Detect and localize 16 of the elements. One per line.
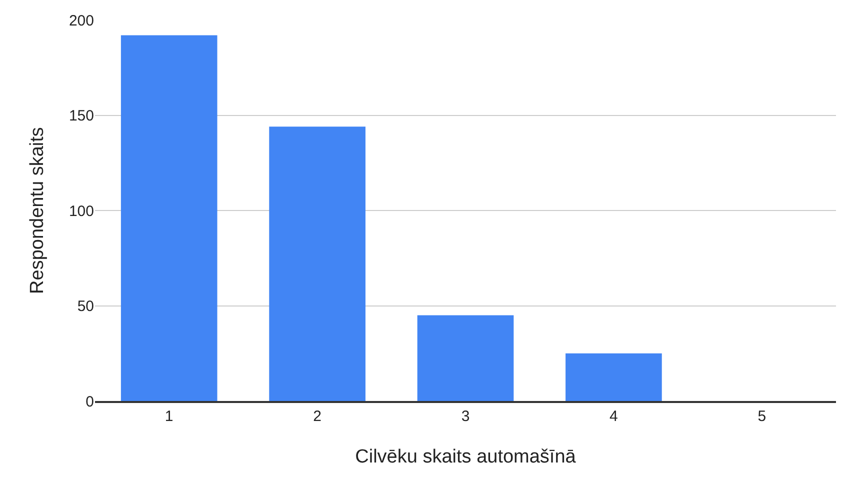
x-tick-label: 4 bbox=[610, 408, 618, 425]
y-tick-label: 200 bbox=[68, 12, 94, 30]
bar bbox=[417, 315, 514, 401]
x-axis-title: Cilvēku skaits automašīnā bbox=[355, 446, 576, 468]
x-tick-label: 2 bbox=[313, 408, 322, 425]
x-tick-label: 5 bbox=[758, 408, 766, 425]
x-tick-label: 1 bbox=[164, 408, 174, 425]
y-tick-label: 0 bbox=[86, 393, 94, 410]
y-tick-label: 150 bbox=[68, 108, 94, 124]
bar bbox=[269, 126, 366, 401]
bar bbox=[120, 35, 218, 401]
y-axis-title: Respondentu skaits bbox=[26, 127, 48, 294]
y-tick-label: 50 bbox=[77, 298, 94, 315]
bar bbox=[566, 353, 662, 401]
y-tick-label: 100 bbox=[68, 202, 94, 220]
x-tick-label: 3 bbox=[461, 408, 470, 425]
